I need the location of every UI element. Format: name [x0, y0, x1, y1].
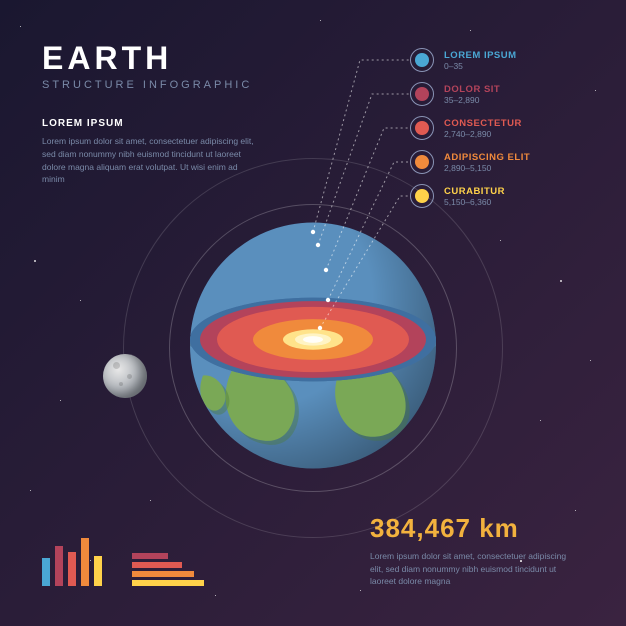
stack-bar: [132, 553, 168, 559]
stack-bar: [132, 580, 204, 586]
mini-charts: [42, 536, 204, 586]
bar: [68, 552, 76, 586]
distance-value: 384,467 km: [370, 513, 580, 544]
bar: [94, 556, 102, 586]
distance-body: Lorem ipsum dolor sit amet, consectetuer…: [370, 550, 580, 588]
bar: [81, 538, 89, 586]
stack-bar: [132, 562, 182, 568]
distance-block: 384,467 km Lorem ipsum dolor sit amet, c…: [370, 513, 580, 588]
stack-bar: [132, 571, 194, 577]
stacked-bars: [132, 536, 204, 586]
bar: [42, 558, 50, 586]
bar: [55, 546, 63, 586]
bar-chart: [42, 536, 102, 586]
